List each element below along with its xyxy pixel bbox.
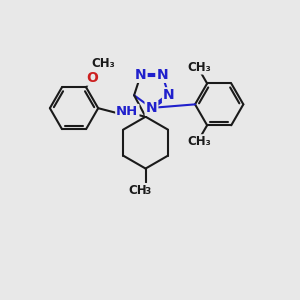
- Text: N: N: [146, 101, 157, 115]
- Text: CH: CH: [128, 184, 147, 196]
- Text: CH₃: CH₃: [188, 61, 211, 74]
- Text: CH₃: CH₃: [188, 135, 211, 148]
- Text: N: N: [156, 68, 168, 82]
- Text: O: O: [86, 70, 98, 85]
- Text: CH₃: CH₃: [91, 57, 115, 70]
- Text: 3: 3: [145, 187, 151, 196]
- Text: N: N: [135, 68, 147, 82]
- Text: N: N: [163, 88, 175, 102]
- Text: NH: NH: [116, 105, 139, 118]
